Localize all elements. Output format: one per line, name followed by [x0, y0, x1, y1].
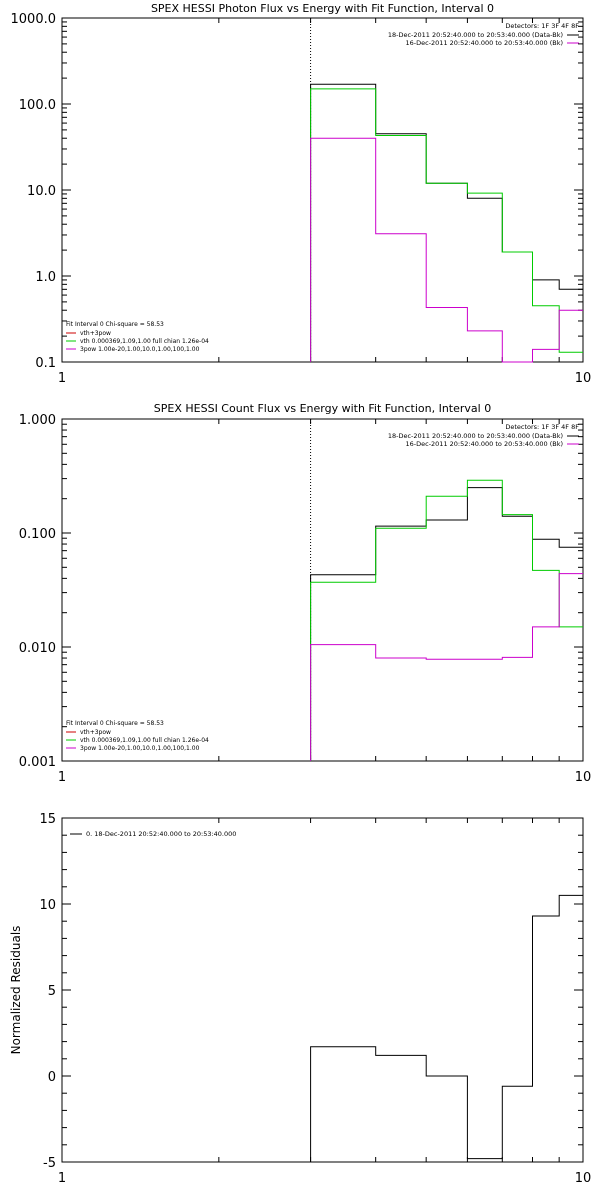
residual-legend-entry: 0. 18-Dec-2011 20:52:40.000 to 20:53:40.… — [86, 830, 236, 838]
series-1-step — [310, 894, 583, 1162]
y-tick-label: 0 — [48, 1070, 56, 1085]
fit-legend-entry: 3pow 1.00e-20,1.00,10.0,1.00,100,1.00 — [80, 346, 200, 353]
x-tick-label: 10 — [575, 371, 592, 386]
fit-legend-entry: vth+3pow — [80, 330, 111, 337]
chart-title: SPEX HESSI Count Flux vs Energy with Fit… — [154, 402, 491, 415]
y-tick-label: 0.1 — [35, 356, 56, 371]
y-tick-label: 0.010 — [19, 641, 56, 656]
plot-frame — [61, 17, 584, 363]
fit-legend-entry: vth 0.000369,1.09,1.00 full chian 1.26e-… — [80, 737, 209, 744]
fit-legend-header: Fit Interval 0 Chi-square = 58.53 — [66, 321, 164, 328]
legend-entry: 16-Dec-2011 20:52:40.000 to 20:53:40.000… — [406, 39, 564, 47]
y-axis-label: Normalized Residuals — [9, 926, 23, 1055]
chart-title: SPEX HESSI Photon Flux vs Energy with Fi… — [151, 2, 494, 15]
x-tick-label: 10 — [575, 1171, 592, 1186]
series-3-step — [310, 137, 583, 363]
y-tick-label: -5 — [43, 1156, 56, 1171]
y-tick-label: 10 — [39, 898, 56, 913]
series-2-step — [310, 479, 583, 761]
legend-header: Detectors: 1F 3F 4F 8F — [505, 423, 579, 431]
x-tick-label: 10 — [575, 770, 592, 785]
chart-panel-1: SPEX HESSI Photon Flux vs Energy with Fi… — [11, 2, 592, 386]
plot-frame — [61, 817, 584, 1163]
series-3-step — [310, 573, 583, 761]
chart-panel-3: Normalized Residuals -5 0 5 10 15 1 10 0. 18-Dec… — [9, 812, 591, 1186]
y-tick-label: 0.100 — [19, 527, 56, 542]
fit-legend-entry: vth 0.000369,1.09,1.00 full chian 1.26e-… — [80, 338, 209, 345]
x-tick-label: 1 — [58, 1171, 66, 1186]
y-tick-label: 1.000 — [19, 413, 56, 428]
series-2-step — [310, 88, 583, 362]
fit-legend-entry: 3pow 1.00e-20,1.00,10.0,1.00,100,1.00 — [80, 745, 200, 752]
fit-legend-entry: vth+3pow — [80, 729, 111, 736]
series-1-step — [310, 487, 583, 761]
legend-entry: 16-Dec-2011 20:52:40.000 to 20:53:40.000… — [406, 440, 564, 448]
y-tick-label: 100.0 — [19, 98, 56, 113]
legend-entry: 18-Dec-2011 20:52:40.000 to 20:53:40.000… — [388, 432, 563, 440]
y-tick-label: 15 — [39, 812, 56, 827]
plot-frame — [61, 418, 584, 762]
y-tick-label: 0.001 — [19, 755, 56, 770]
y-tick-label: 1.0 — [35, 270, 56, 285]
x-tick-label: 1 — [58, 371, 66, 386]
y-tick-label: 1000.0 — [11, 12, 57, 27]
y-tick-label: 5 — [48, 984, 56, 999]
legend-header: Detectors: 1F 3F 4F 8F — [505, 22, 579, 30]
x-tick-label: 1 — [58, 770, 66, 785]
y-tick-label: 10.0 — [27, 184, 56, 199]
series-1-step — [310, 83, 583, 362]
fit-legend-header: Fit Interval 0 Chi-square = 58.53 — [66, 720, 164, 727]
legend-entry: 18-Dec-2011 20:52:40.000 to 20:53:40.000… — [388, 31, 563, 39]
chart-panel-2: SPEX HESSI Count Flux vs Energy with Fit… — [19, 402, 591, 785]
